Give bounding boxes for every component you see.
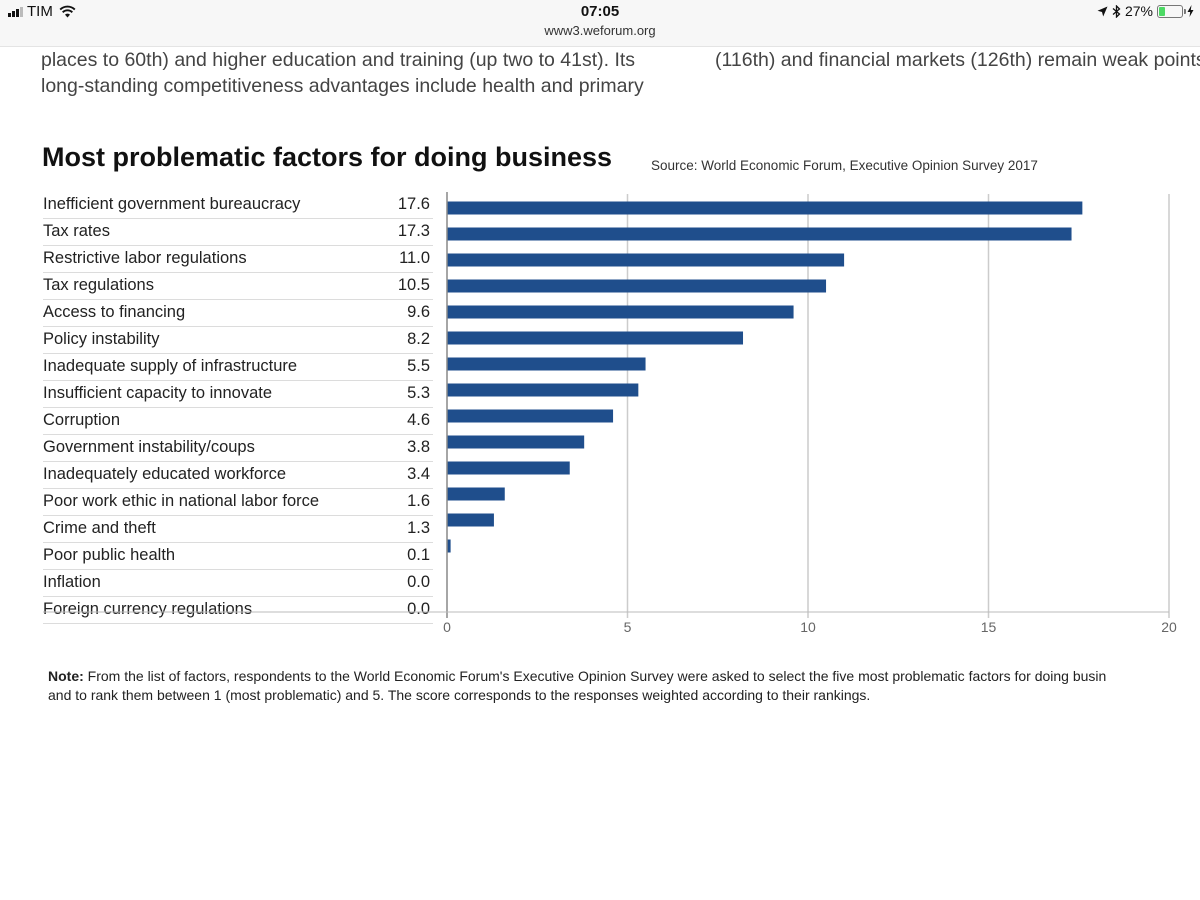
battery-percent: 27% xyxy=(1124,3,1153,19)
chart-bar xyxy=(447,201,1083,215)
note-text-1: From the list of factors, respondents to… xyxy=(83,668,1107,684)
chart-bar xyxy=(447,409,614,423)
article-line: places to 60th) and higher education and… xyxy=(41,49,636,71)
factor-value: 17.6 xyxy=(397,195,430,213)
chart-bar xyxy=(447,461,570,475)
factor-label: Insufficient capacity to innovate xyxy=(43,384,273,402)
table-row: Poor work ethic in national labor force 1… xyxy=(43,490,433,516)
article-line: (116th) and financial markets (126th) re… xyxy=(715,49,1200,71)
chart-bar xyxy=(447,305,794,319)
note-line-2: and to rank them between 1 (most problem… xyxy=(48,687,871,703)
chart-bar xyxy=(447,227,1072,241)
x-tick-label: 10 xyxy=(800,619,816,635)
x-tick-label: 5 xyxy=(624,619,632,635)
chart-bar xyxy=(447,253,845,267)
chart-bar xyxy=(447,331,744,345)
article-line: long-standing competitiveness advantages… xyxy=(41,75,644,97)
table-row: Tax rates 17.3 xyxy=(43,220,433,246)
table-row: Inflation 0.0 xyxy=(43,571,433,597)
factor-value: 0.0 xyxy=(407,573,430,591)
table-row: Access to financing 9.6 xyxy=(43,301,433,327)
factor-value: 3.4 xyxy=(407,465,430,483)
table-row: Government instability/coups 3.8 xyxy=(43,436,433,462)
article-text-left: places to 60th) and higher education and… xyxy=(41,47,644,99)
status-left: TIM xyxy=(8,3,76,20)
factor-value: 0.1 xyxy=(407,546,430,564)
factor-value: 5.5 xyxy=(407,357,430,375)
clock-time: 07:05 xyxy=(580,3,620,20)
factor-value: 9.6 xyxy=(407,303,430,321)
factor-label: Access to financing xyxy=(43,303,186,321)
factor-label: Corruption xyxy=(43,411,121,429)
chart-source: Source: World Economic Forum, Executive … xyxy=(651,158,1038,173)
factor-label: Crime and theft xyxy=(43,519,156,537)
table-row: Foreign currency regulations 0.0 xyxy=(43,598,433,624)
factor-label: Policy instability xyxy=(43,330,160,348)
factor-label: Poor work ethic in national labor force xyxy=(43,492,320,510)
chart-bar xyxy=(447,539,451,553)
location-arrow-icon xyxy=(1097,6,1108,16)
factor-label: Inadequately educated workforce xyxy=(43,465,287,483)
factor-value: 0.0 xyxy=(407,600,430,618)
status-right: 27% xyxy=(1097,3,1194,19)
factor-value: 1.6 xyxy=(407,492,430,510)
table-row: Inadequate supply of infrastructure 5.5 xyxy=(43,355,433,381)
factor-label: Tax rates xyxy=(43,222,110,240)
carrier-name: TIM xyxy=(27,3,53,20)
chart-bar xyxy=(447,435,585,449)
factor-label: Foreign currency regulations xyxy=(43,600,253,618)
factor-label: Inefficient government bureaucracy xyxy=(43,195,301,213)
chart-note: Note: From the list of factors, responde… xyxy=(48,667,1200,705)
chart-bar xyxy=(447,513,494,527)
factor-label: Poor public health xyxy=(43,546,176,564)
status-bar: TIM 07:05 www3.weforum.org 27% xyxy=(0,0,1200,47)
factor-table: Inefficient government bureaucracy 17.6 Ta… xyxy=(43,193,433,625)
chart-title: Most problematic factors for doing busin… xyxy=(42,142,613,172)
factor-label: Restrictive labor regulations xyxy=(43,249,247,267)
factor-value: 5.3 xyxy=(407,384,430,402)
table-row: Inefficient government bureaucracy 17.6 xyxy=(43,193,433,219)
chart-bar xyxy=(447,357,646,371)
factor-label: Tax regulations xyxy=(43,276,154,294)
signal-icon xyxy=(8,6,23,17)
factor-value: 10.5 xyxy=(397,276,430,294)
x-tick-label: 0 xyxy=(443,619,451,635)
factor-label: Government instability/coups xyxy=(43,438,255,456)
chart-bar xyxy=(447,383,639,397)
battery-icon xyxy=(1157,4,1186,18)
chart-bar xyxy=(447,487,505,501)
article-text-right: (116th) and financial markets (126th) re… xyxy=(715,47,1200,73)
address-bar-url[interactable]: www3.weforum.org xyxy=(544,23,656,38)
factor-value: 8.2 xyxy=(407,330,430,348)
factor-value: 1.3 xyxy=(407,519,430,537)
x-tick-label: 15 xyxy=(981,619,997,635)
factor-value: 3.8 xyxy=(407,438,430,456)
x-tick-label: 20 xyxy=(1161,619,1177,635)
bluetooth-icon xyxy=(1112,4,1121,18)
factor-value: 11.0 xyxy=(399,249,430,267)
chart-bar xyxy=(447,279,827,293)
table-row: Inadequately educated workforce 3.4 xyxy=(43,463,433,489)
factor-label: Inflation xyxy=(43,573,101,591)
table-row: Corruption 4.6 xyxy=(43,409,433,435)
factor-label: Inadequate supply of infrastructure xyxy=(43,357,298,375)
factor-value: 4.6 xyxy=(407,411,430,429)
table-row: Poor public health 0.1 xyxy=(43,544,433,570)
table-row: Crime and theft 1.3 xyxy=(43,517,433,543)
note-label: Note: xyxy=(48,668,84,684)
table-row: Tax regulations 10.5 xyxy=(43,274,433,300)
wifi-icon xyxy=(59,5,76,18)
table-row: Policy instability 8.2 xyxy=(43,328,433,354)
table-row: Restrictive labor regulations 11.0 xyxy=(43,247,433,273)
note-line-1: Note: From the list of factors, responde… xyxy=(48,667,1200,686)
factor-value: 17.3 xyxy=(397,222,430,240)
table-row: Insufficient capacity to innovate 5.3 xyxy=(43,382,433,408)
charging-bolt-icon xyxy=(1187,5,1194,17)
